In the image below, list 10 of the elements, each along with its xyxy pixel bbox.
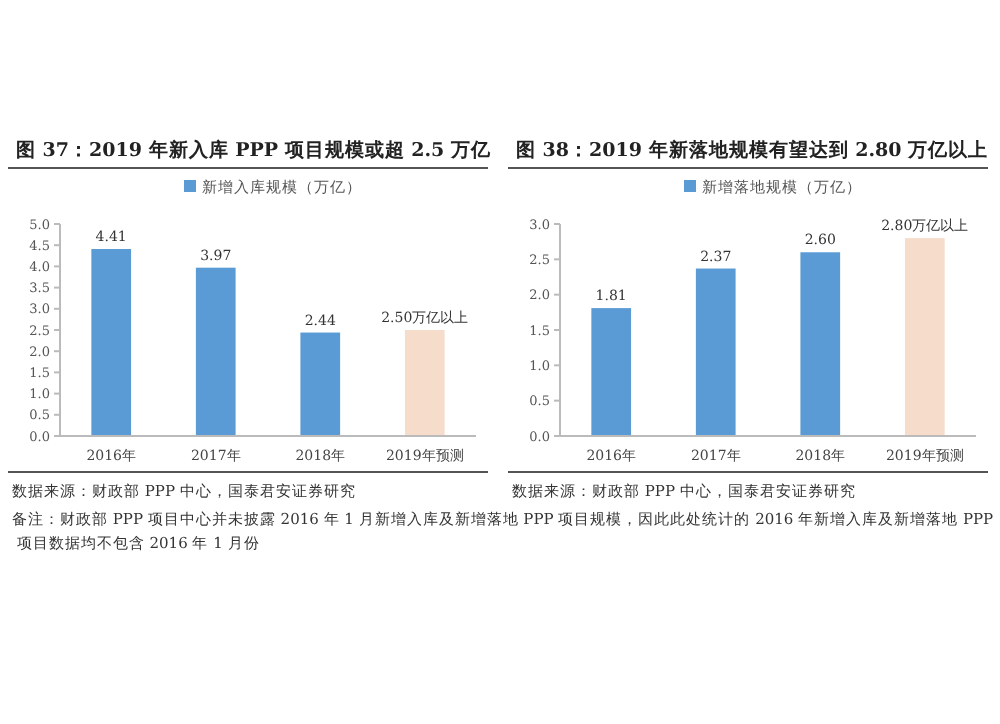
bar <box>800 252 841 436</box>
bar <box>695 268 736 436</box>
bar <box>300 332 341 436</box>
bar <box>404 330 445 436</box>
bar <box>591 308 632 436</box>
chart-title: 图 38：2019 年新落地规模有望达到 2.80 万亿以上 <box>516 138 989 162</box>
bar <box>904 238 945 436</box>
bar <box>91 249 132 436</box>
bar <box>195 267 236 436</box>
chart-title: 图 37：2019 年新入库 PPP 项目规模或超 2.5 万亿 <box>16 138 493 162</box>
